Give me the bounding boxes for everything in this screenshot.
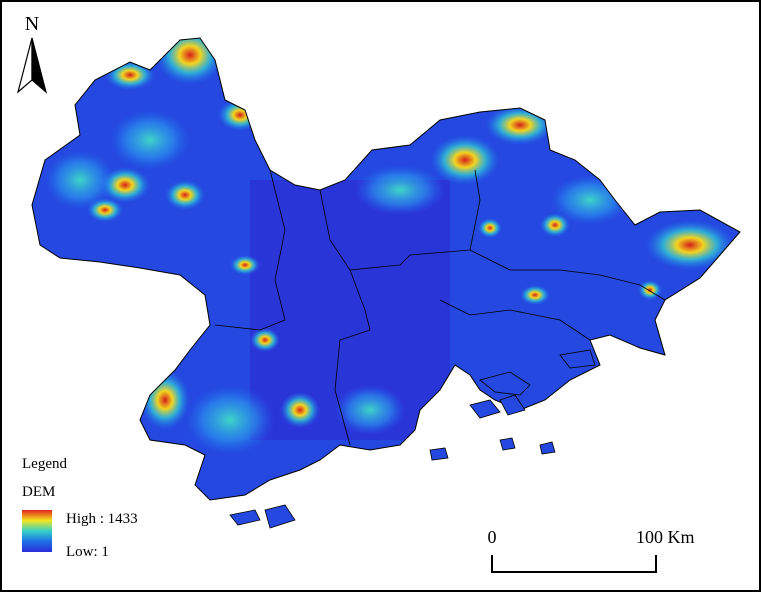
- legend-high: High : 1433: [66, 511, 138, 527]
- legend-ramp: [22, 510, 52, 552]
- legend: Legend DEM High : 1433 Low: 1: [22, 456, 138, 560]
- north-arrow: N: [16, 13, 48, 94]
- legend-low: Low: 1: [66, 544, 109, 560]
- dem-map: [31, 37, 741, 529]
- north-label: N: [25, 13, 39, 35]
- legend-layer: DEM: [22, 484, 55, 500]
- scale-bar: 0 100 Km: [488, 527, 695, 573]
- scale-start: 0: [488, 527, 497, 547]
- scale-end: 100 Km: [636, 527, 695, 547]
- legend-title: Legend: [22, 456, 67, 472]
